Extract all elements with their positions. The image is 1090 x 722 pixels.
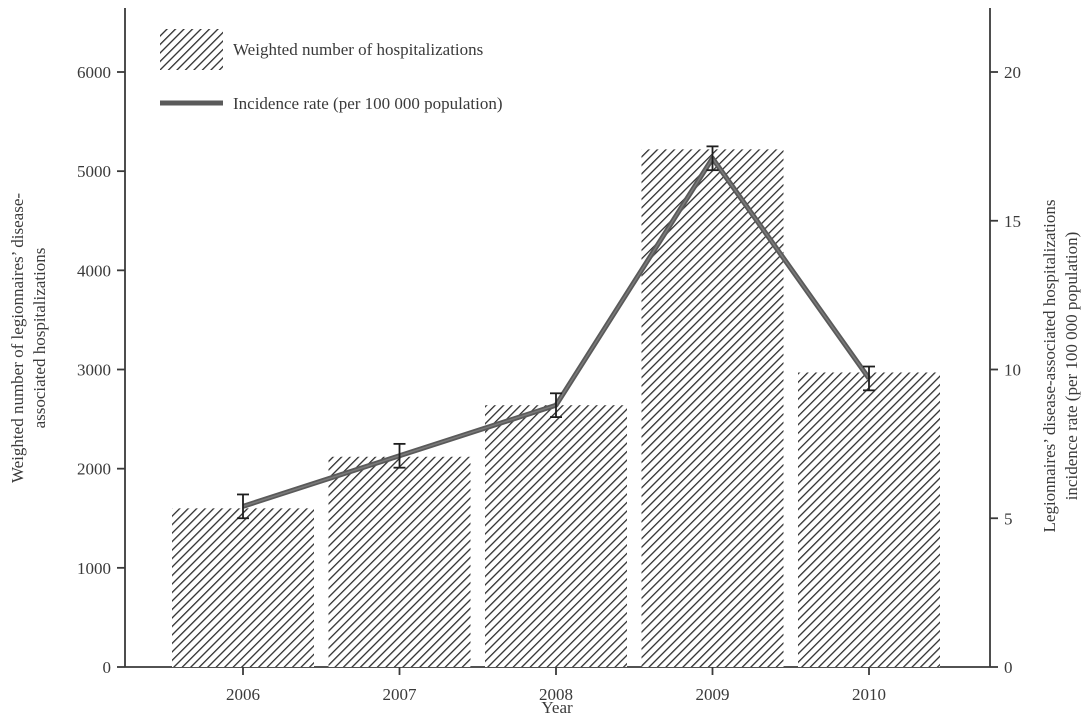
bar-2006: [172, 508, 314, 667]
left-tick-label: 5000: [77, 162, 111, 181]
left-tick-label: 6000: [77, 63, 111, 82]
x-tick-label: 2009: [696, 685, 730, 704]
x-axis-title: Year: [541, 698, 573, 717]
legend-swatch-bars: [160, 29, 223, 70]
error-bar-2007: [393, 442, 406, 469]
right-axis-title-line2: incidence rate (per 100 000 population): [1062, 232, 1081, 501]
error-bar-2008: [550, 392, 562, 419]
right-tick-label: 5: [1004, 509, 1013, 528]
right-axis-ticks: 0 5 10 15 20: [990, 63, 1021, 677]
x-tick-label: 2006: [226, 685, 260, 704]
left-axis: 0 1000 2000 3000 4000 5000 6000 Weighted numbe…: [8, 8, 126, 677]
right-tick-label: 10: [1004, 361, 1021, 380]
legend: Weighted number of hospitalizations Inci…: [160, 29, 503, 113]
error-bar-2009: [706, 145, 719, 172]
left-tick-label: 4000: [77, 261, 111, 280]
error-bar-2006: [237, 493, 249, 520]
right-tick-label: 0: [1004, 658, 1013, 677]
bar-2008: [485, 405, 627, 667]
left-tick-label: 3000: [77, 361, 111, 380]
left-tick-label: 1000: [77, 559, 111, 578]
left-axis-title-line1: Weighted number of legionnaires’ disease…: [8, 193, 27, 483]
x-tick-label: 2007: [383, 685, 418, 704]
left-axis-title-line2: associated hospitalizations: [30, 248, 49, 429]
legend-label-line: Incidence rate (per 100 000 population): [233, 94, 503, 113]
left-tick-label: 0: [103, 658, 112, 677]
bar-2010: [798, 372, 940, 667]
legend-label-bars: Weighted number of hospitalizations: [233, 40, 483, 59]
left-tick-label: 2000: [77, 460, 111, 479]
line-series: [237, 145, 875, 520]
left-axis-ticks: 0 1000 2000 3000 4000 5000 6000: [77, 63, 125, 677]
x-axis: 2006 2007 2008 2009 2010 Year: [125, 666, 990, 717]
x-tick-label: 2008: [539, 685, 573, 704]
x-axis-ticks: 2006 2007 2008 2009 2010: [226, 667, 886, 704]
bar-2007: [328, 456, 471, 667]
bar-series: [172, 149, 940, 668]
right-axis-title-line1: Legionnaires’ disease-associated hospita…: [1040, 200, 1059, 533]
right-axis: 0 5 10 15 20 Legionnaires’ disease-associate…: [989, 8, 1081, 677]
error-bar-2010: [863, 365, 875, 392]
right-tick-label: 20: [1004, 63, 1021, 82]
right-tick-label: 15: [1004, 212, 1021, 231]
x-tick-label: 2010: [852, 685, 886, 704]
